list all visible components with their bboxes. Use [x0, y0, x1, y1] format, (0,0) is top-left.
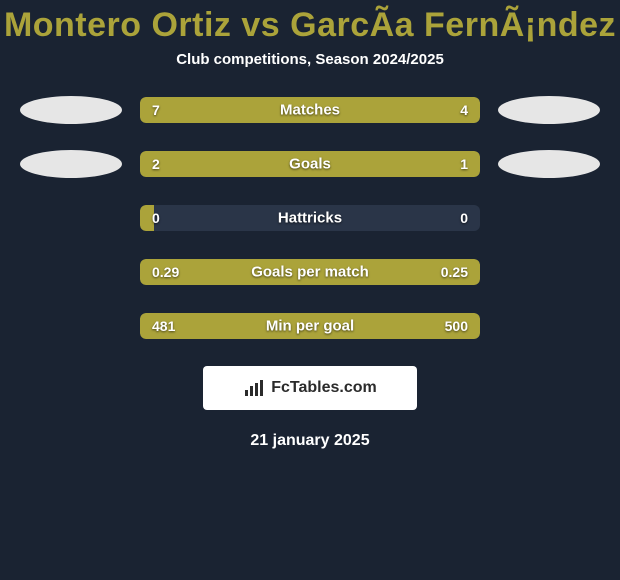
- stat-row: 74Matches: [0, 96, 620, 124]
- right-team-marker: [498, 96, 600, 124]
- stat-bar: 481500Min per goal: [140, 313, 480, 339]
- stat-row: 21Goals: [0, 150, 620, 178]
- bar-fill-left: [140, 313, 307, 339]
- left-team-marker: [20, 96, 122, 124]
- comparison-chart: 74Matches 21Goals 00Hattricks 0.290.25Goals…: [0, 96, 620, 340]
- stat-bar: 00Hattricks: [140, 205, 480, 231]
- bar-fill-right: [320, 259, 480, 285]
- bar-fill-left: [140, 151, 364, 177]
- bar-fill-left: [140, 259, 320, 285]
- stat-row: 00Hattricks: [0, 204, 620, 232]
- right-team-marker: [498, 150, 600, 178]
- branding-label: FcTables.com: [271, 379, 377, 397]
- branding-card: FcTables.com: [203, 366, 417, 410]
- bar-fill-right: [307, 313, 480, 339]
- page-title: Montero Ortiz vs GarcÃ­a FernÃ¡ndez: [0, 0, 620, 51]
- page-subtitle: Club competitions, Season 2024/2025: [0, 51, 620, 96]
- left-team-marker: [20, 150, 122, 178]
- stat-bar: 74Matches: [140, 97, 480, 123]
- stat-value-right: 0: [460, 210, 468, 226]
- stat-row: 481500Min per goal: [0, 312, 620, 340]
- stat-label: Hattricks: [140, 210, 480, 227]
- bar-fill-right: [364, 151, 480, 177]
- stat-bar: 0.290.25Goals per match: [140, 259, 480, 285]
- stat-row: 0.290.25Goals per match: [0, 258, 620, 286]
- bar-chart-icon: [243, 379, 265, 397]
- bar-fill-left: [140, 205, 154, 231]
- bar-fill-right: [351, 97, 480, 123]
- bar-fill-left: [140, 97, 351, 123]
- stat-bar: 21Goals: [140, 151, 480, 177]
- chart-date: 21 january 2025: [0, 432, 620, 450]
